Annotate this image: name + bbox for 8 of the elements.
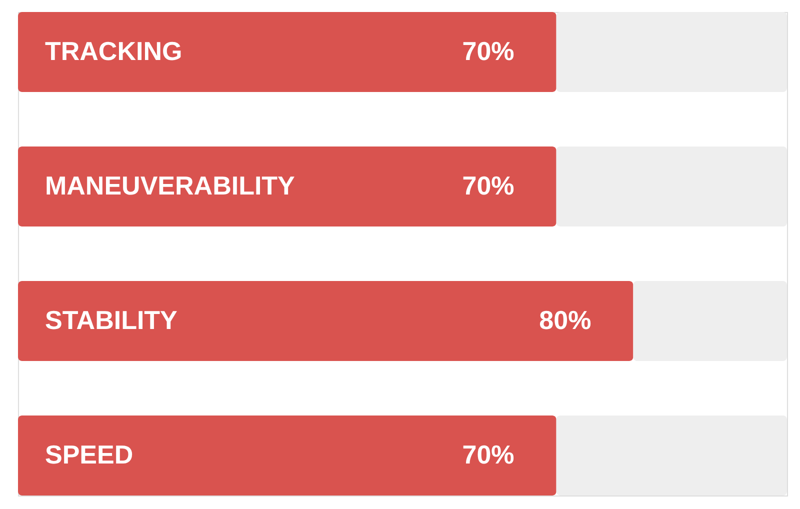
data-label: 80% [539, 304, 592, 335]
y-tick-label: SPEED [45, 439, 134, 470]
data-label: 70% [462, 36, 514, 66]
data-label: 70% [462, 439, 514, 470]
data-label: 70% [462, 170, 514, 201]
y-tick-label: STABILITY [45, 304, 178, 335]
y-tick-label: TRACKING [45, 36, 182, 66]
y-tick-label: MANEUVERABILITY [45, 170, 295, 201]
